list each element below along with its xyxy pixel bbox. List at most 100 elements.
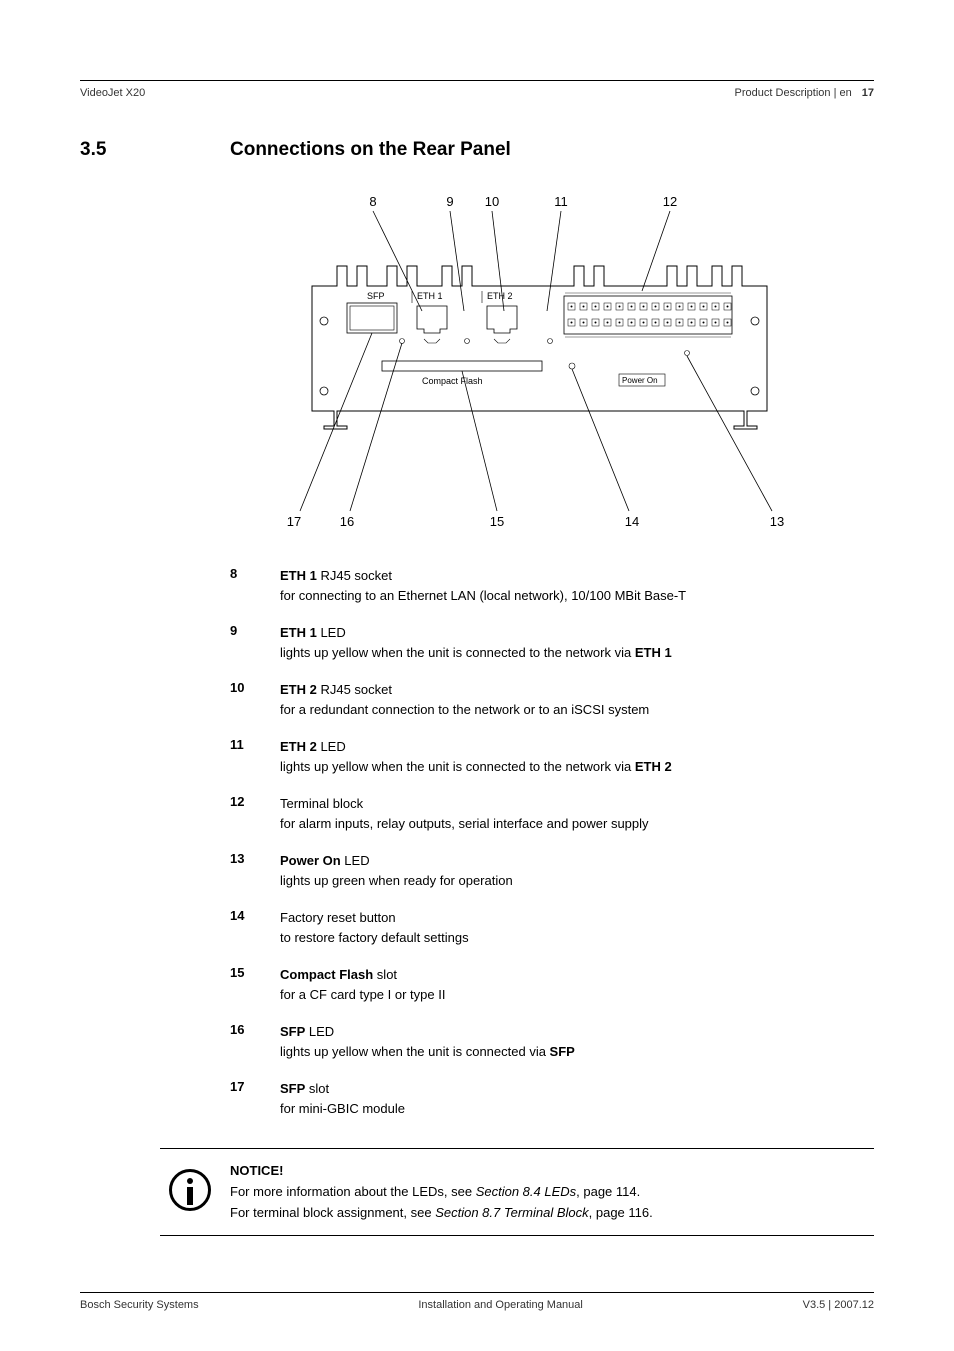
page-header: VideoJet X20 Product Description | en 17	[80, 87, 874, 99]
mounting-hole	[751, 317, 759, 325]
item-title-line: Power On LED	[280, 851, 874, 871]
item-row: 8ETH 1 RJ45 socketfor connecting to an E…	[230, 566, 874, 605]
sfp-inner	[350, 306, 394, 330]
callout-12: 12	[663, 194, 677, 209]
item-content: ETH 1 LEDlights up yellow when the unit …	[280, 623, 874, 662]
header-rule	[80, 80, 874, 81]
item-number: 17	[230, 1079, 280, 1118]
callout-line	[547, 211, 561, 311]
notice-line-1: For more information about the LEDs, see…	[230, 1182, 653, 1203]
section-title: Connections on the Rear Panel	[230, 139, 511, 161]
eth2-label: ETH 2	[487, 291, 513, 301]
item-content: ETH 1 RJ45 socketfor connecting to an Et…	[280, 566, 874, 605]
notice-line-2: For terminal block assignment, see Secti…	[230, 1203, 653, 1224]
sfp-label: SFP	[367, 291, 385, 301]
item-number: 15	[230, 965, 280, 1004]
item-content: Compact Flash slotfor a CF card type I o…	[280, 965, 874, 1004]
item-title-line: Terminal block	[280, 794, 874, 814]
page-number: 17	[862, 87, 874, 99]
footer-center: Installation and Operating Manual	[418, 1299, 583, 1311]
eth2-port	[487, 306, 517, 333]
item-title-line: ETH 1 RJ45 socket	[280, 566, 874, 586]
item-row: 14Factory reset buttonto restore factory…	[230, 908, 874, 947]
item-content: Power On LEDlights up green when ready f…	[280, 851, 874, 890]
items-list: 8ETH 1 RJ45 socketfor connecting to an E…	[230, 566, 874, 1118]
callout-line	[642, 211, 670, 291]
item-title-line: ETH 1 LED	[280, 623, 874, 643]
sfp-port	[347, 303, 397, 333]
item-description: lights up green when ready for operation	[280, 871, 874, 891]
item-content: ETH 2 LEDlights up yellow when the unit …	[280, 737, 874, 776]
item-description: for mini-GBIC module	[280, 1099, 874, 1119]
notice-content: NOTICE! For more information about the L…	[230, 1161, 653, 1223]
item-number: 12	[230, 794, 280, 833]
callout-line	[572, 369, 629, 511]
item-description: for a redundant connection to the networ…	[280, 700, 874, 720]
item-number: 14	[230, 908, 280, 947]
item-description: for connecting to an Ethernet LAN (local…	[280, 586, 874, 606]
info-icon	[160, 1169, 220, 1216]
item-description: for a CF card type I or type II	[280, 985, 874, 1005]
eth2-led	[548, 339, 553, 344]
item-row: 9ETH 1 LEDlights up yellow when the unit…	[230, 623, 874, 662]
callout-10: 10	[485, 194, 499, 209]
cf-label: Compact Flash	[422, 376, 483, 386]
item-title-line: Compact Flash slot	[280, 965, 874, 985]
item-number: 9	[230, 623, 280, 662]
item-number: 11	[230, 737, 280, 776]
header-section-label: Product Description | en	[735, 87, 852, 99]
footer-left: Bosch Security Systems	[80, 1299, 199, 1311]
item-content: SFP LEDlights up yellow when the unit is…	[280, 1022, 874, 1061]
eth2-tab	[494, 339, 510, 343]
item-description: lights up yellow when the unit is connec…	[280, 1042, 874, 1062]
item-description: for alarm inputs, relay outputs, serial …	[280, 814, 874, 834]
item-title-line: SFP slot	[280, 1079, 874, 1099]
item-description: to restore factory default settings	[280, 928, 874, 948]
reset-button	[569, 363, 575, 369]
item-row: 16SFP LEDlights up yellow when the unit …	[230, 1022, 874, 1061]
item-title-line: ETH 2 LED	[280, 737, 874, 757]
item-number: 10	[230, 680, 280, 719]
terminal-block	[564, 296, 732, 334]
mounting-hole	[320, 387, 328, 395]
eth1-led	[465, 339, 470, 344]
item-row: 13Power On LEDlights up green when ready…	[230, 851, 874, 890]
header-right: Product Description | en 17	[735, 87, 874, 99]
section-heading: 3.5 Connections on the Rear Panel	[80, 139, 874, 161]
item-number: 8	[230, 566, 280, 605]
section-number: 3.5	[80, 139, 230, 161]
item-row: 10ETH 2 RJ45 socketfor a redundant conne…	[230, 680, 874, 719]
item-row: 15Compact Flash slotfor a CF card type I…	[230, 965, 874, 1004]
page-container: VideoJet X20 Product Description | en 17…	[0, 0, 954, 1351]
callout-line	[450, 211, 464, 311]
notice-section: NOTICE! For more information about the L…	[160, 1148, 874, 1236]
power-led	[685, 351, 690, 356]
header-left: VideoJet X20	[80, 87, 145, 99]
notice-label: NOTICE!	[230, 1161, 653, 1182]
item-row: 11ETH 2 LEDlights up yellow when the uni…	[230, 737, 874, 776]
eth1-label: ETH 1	[417, 291, 443, 301]
item-row: 12Terminal blockfor alarm inputs, relay …	[230, 794, 874, 833]
item-content: ETH 2 RJ45 socketfor a redundant connect…	[280, 680, 874, 719]
item-title-line: Factory reset button	[280, 908, 874, 928]
callout-line	[462, 371, 497, 511]
callout-14: 14	[625, 514, 639, 529]
mounting-hole	[320, 317, 328, 325]
callout-9: 9	[446, 194, 453, 209]
eth1-tab	[424, 339, 440, 343]
callout-11: 11	[554, 194, 568, 209]
mounting-hole	[751, 387, 759, 395]
callout-17: 17	[287, 514, 301, 529]
item-row: 17SFP slotfor mini-GBIC module	[230, 1079, 874, 1118]
item-title-line: ETH 2 RJ45 socket	[280, 680, 874, 700]
item-content: SFP slotfor mini-GBIC module	[280, 1079, 874, 1118]
callout-line	[687, 356, 772, 511]
power-label: Power On	[622, 376, 658, 385]
footer-row: Bosch Security Systems Installation and …	[80, 1299, 874, 1311]
content-area: 8 9 10 11 12 SFP	[230, 191, 874, 1236]
footer-right: V3.5 | 2007.12	[803, 1299, 874, 1311]
item-number: 13	[230, 851, 280, 890]
item-description: lights up yellow when the unit is connec…	[280, 643, 874, 663]
rear-panel-diagram: 8 9 10 11 12 SFP	[230, 191, 874, 536]
callout-8: 8	[369, 194, 376, 209]
